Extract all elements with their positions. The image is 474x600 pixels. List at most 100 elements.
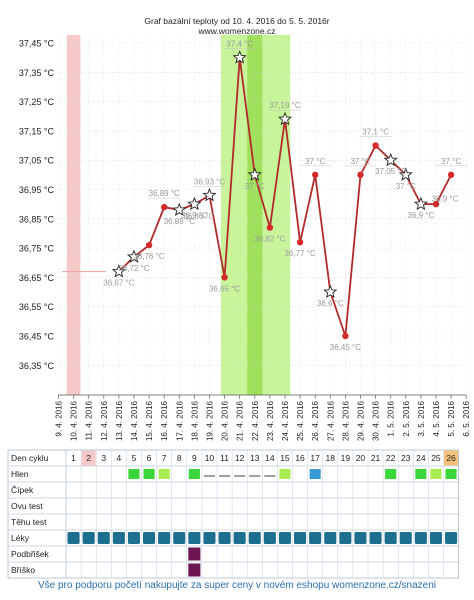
cycle-day-number: 9 (192, 453, 197, 463)
x-tick-label: 4. 5. 2016 (432, 400, 441, 436)
y-tick-label: 37,45 °C (19, 39, 55, 49)
point-label: 36,6 °C (317, 299, 344, 308)
data-point (357, 171, 364, 179)
cell-green (128, 469, 140, 479)
point-label: 36,9 °C (432, 194, 459, 203)
cycle-day-number: 23 (401, 453, 411, 463)
x-tick-label: 20. 4. 2016 (221, 400, 230, 441)
cell-pills (263, 532, 276, 544)
star-point (277, 111, 293, 126)
table-header-label: Den cyklu (11, 453, 49, 463)
temperature-labels: 36,67 °C 36,72 °C 36,76 °C 36,89 °C 36,88 °C… (103, 40, 468, 352)
y-tick-label: 36,95 °C (19, 185, 55, 195)
star-point (202, 187, 217, 202)
cycle-day-number: 12 (235, 453, 245, 463)
cell-pills (97, 532, 110, 544)
point-label: 36,82 °C (254, 235, 285, 244)
star-point (172, 202, 187, 217)
cycle-day-number: 16 (295, 453, 305, 463)
cell-pills (127, 532, 140, 544)
cycle-day-last (444, 450, 459, 466)
data-point (342, 332, 349, 340)
cell-green (188, 469, 200, 479)
x-tick-label: 18. 4. 2016 (190, 400, 199, 441)
y-tick-label: 37,15 °C (19, 126, 55, 136)
cell-pills (143, 532, 156, 544)
cell-pills (324, 532, 337, 544)
star-point (383, 152, 398, 167)
x-tick-label: 27. 4. 2016 (326, 400, 335, 441)
cycle-day-number: 22 (386, 453, 396, 463)
point-label: 37 °C (396, 182, 416, 191)
point-label: 36,67 °C (103, 279, 134, 288)
star-point (413, 196, 428, 211)
cell-pills (384, 532, 397, 544)
cycle-day-number: 15 (280, 453, 290, 463)
cell-pills (369, 532, 382, 544)
cell-pills (294, 532, 307, 544)
bbt-chart: 37,45 °C 37,35 °C 37,25 °C 37,15 °C 37,05 °C… (19, 16, 471, 441)
cell-pills (112, 532, 125, 544)
data-point (312, 171, 319, 179)
x-tick-label: 12. 4. 2016 (100, 400, 109, 441)
point-label: 37,1 °C (362, 128, 389, 137)
x-tick-label: 29. 4. 2016 (357, 400, 366, 441)
table-row-label: Ovu test (11, 501, 43, 511)
table-row-label: Podbřišek (11, 549, 50, 559)
chart-subtitle: www.womenzone.cz (197, 26, 275, 36)
point-label: 36,93 °C (194, 177, 225, 186)
cycle-day-number: 6 (147, 453, 152, 463)
y-tick-label: 37,05 °C (19, 156, 55, 166)
cell-pills (354, 532, 367, 544)
y-tick-label: 36,35 °C (19, 361, 55, 371)
cycle-day-number: 19 (341, 453, 351, 463)
x-tick-label: 30. 4. 2016 (372, 400, 381, 441)
chart-title: Graf bazální teploty od 10. 4. 2016 do 5… (144, 16, 329, 26)
x-tick-label: 13. 4. 2016 (115, 400, 124, 441)
cell-lightgreen (430, 469, 442, 479)
footer-link[interactable]: Vše pro podporu početí nakupujte za supe… (37, 580, 437, 591)
y-tick-label: 36,65 °C (19, 273, 55, 283)
cell-pills (82, 532, 95, 544)
x-tick-label: 14. 4. 2016 (130, 400, 139, 441)
cell-pills (414, 532, 427, 544)
point-label: 37,4 °C (226, 40, 253, 49)
y-tick-label: 37,25 °C (19, 97, 55, 107)
x-tick-label: 5. 5. 2016 (447, 400, 456, 436)
table-row-label: Čípek (11, 485, 34, 495)
cycle-day-number: 13 (250, 453, 260, 463)
cell-pills (278, 532, 291, 544)
y-tick-label: 37,35 °C (19, 68, 55, 78)
point-label: 37,05 °C (375, 167, 406, 176)
cycle-day-number: 2 (86, 453, 91, 463)
y-tick-label: 36,85 °C (19, 214, 55, 224)
x-tick-label: 1. 5. 2016 (387, 400, 396, 436)
star-point (247, 167, 262, 181)
point-label: 36,45 °C (330, 343, 361, 352)
point-label: 36,77 °C (284, 249, 315, 258)
x-tick-label: 26. 4. 2016 (311, 400, 320, 441)
cycle-day-number: 20 (356, 453, 366, 463)
cycle-day-number: 17 (310, 453, 320, 463)
cycle-day-highlight (81, 450, 96, 466)
star-point (232, 50, 247, 64)
data-point (145, 241, 153, 249)
temperature-series (62, 50, 455, 340)
cell-pills (203, 532, 216, 544)
data-point (296, 239, 304, 246)
x-tick-label: 28. 4. 2016 (341, 400, 350, 441)
cycle-day-number: 21 (371, 453, 381, 463)
point-label: 36,9 °C (181, 211, 208, 220)
cell-pills (188, 532, 201, 544)
y-tick-label: 36,75 °C (19, 244, 55, 254)
star-point (126, 249, 142, 263)
x-tick-label: 24. 4. 2016 (281, 400, 290, 441)
point-label: 36,89 °C (149, 189, 180, 198)
x-tick-label: 22. 4. 2016 (251, 400, 260, 441)
cell-purple (188, 547, 201, 561)
cycle-day-number: 24 (416, 453, 426, 463)
x-tick-label: 25. 4. 2016 (296, 400, 305, 441)
star-point (323, 284, 338, 299)
cell-pills (173, 532, 186, 544)
data-point (266, 224, 274, 231)
